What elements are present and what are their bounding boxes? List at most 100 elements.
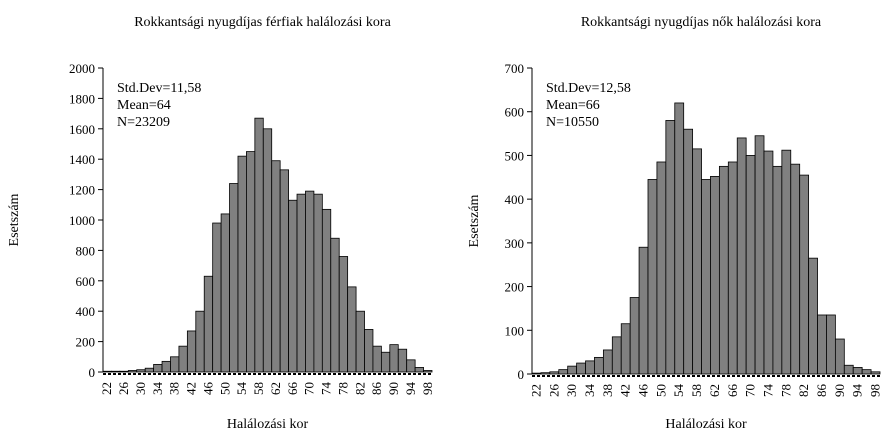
x-tick-label: 62 (707, 384, 722, 397)
bar (220, 213, 230, 373)
annotation: Mean=66 (546, 98, 600, 113)
bar (102, 370, 112, 373)
bar (279, 169, 289, 373)
x-tick-label: 70 (743, 384, 758, 397)
bar (262, 128, 273, 373)
bar (808, 257, 818, 375)
y-tick-label: 500 (505, 148, 525, 163)
bar (843, 364, 854, 375)
bar (237, 155, 247, 373)
y-tick-label: 400 (505, 192, 525, 207)
bar (540, 372, 551, 375)
annotation: Mean=64 (117, 98, 171, 113)
x-tick-label: 78 (778, 384, 793, 397)
bar (161, 360, 171, 373)
x-tick-label: 22 (528, 384, 543, 397)
bar (153, 363, 163, 373)
bar (380, 351, 391, 373)
bar (119, 370, 129, 373)
bar (305, 190, 315, 373)
x-tick-label: 74 (319, 382, 334, 396)
x-tick-label: 26 (116, 382, 131, 396)
x-tick-label: 42 (184, 382, 199, 395)
bar (852, 367, 863, 375)
bar (870, 371, 881, 375)
bar (736, 137, 747, 375)
x-tick-label: 54 (671, 384, 686, 398)
x-tick-label: 30 (564, 384, 579, 397)
x-tick-label: 94 (403, 382, 418, 396)
x-tick-label: 90 (832, 384, 847, 397)
y-tick-label: 600 (505, 105, 525, 120)
bar (347, 286, 357, 373)
x-tick-label: 70 (302, 382, 317, 395)
bar (781, 149, 792, 375)
bar (397, 348, 408, 373)
x-tick-label: 66 (725, 384, 740, 398)
bar (423, 370, 433, 373)
x-tick-label: 34 (582, 384, 597, 398)
bar (330, 237, 340, 373)
y-axis-label: Esetszám (467, 194, 482, 247)
bar (246, 151, 256, 373)
bar (665, 120, 676, 375)
bar (531, 372, 542, 375)
bar (710, 176, 720, 375)
x-tick-label: 86 (814, 384, 829, 398)
x-tick-label: 50 (653, 384, 668, 397)
x-tick-label: 58 (251, 382, 266, 395)
annotation: N=23209 (117, 115, 170, 130)
bar (414, 367, 424, 373)
x-tick-label: 98 (420, 382, 435, 395)
y-tick-label: 1800 (69, 91, 95, 106)
bar (647, 179, 658, 375)
bar (834, 338, 845, 375)
x-tick-label: 46 (636, 384, 651, 398)
bar (817, 314, 827, 375)
bar (186, 330, 197, 373)
y-tick-label: 700 (505, 61, 525, 76)
bar (321, 208, 332, 373)
bar (178, 345, 188, 373)
y-tick-label: 1000 (69, 213, 95, 228)
bar (620, 323, 631, 375)
bar (389, 344, 399, 373)
bar (763, 150, 774, 375)
bar (826, 314, 836, 375)
bar (127, 370, 138, 373)
bar (558, 369, 569, 375)
bar (861, 369, 872, 375)
x-tick-label: 30 (133, 382, 148, 395)
y-tick-label: 200 (505, 280, 525, 295)
y-tick-label: 2000 (69, 61, 95, 76)
y-tick-label: 200 (76, 335, 96, 350)
bar (406, 359, 416, 373)
chart-title: Rokkantsági nyugdíjas férfiak halálozási… (134, 15, 391, 30)
y-tick-label: 0 (518, 367, 525, 382)
y-axis-label: Esetszám (7, 193, 22, 246)
y-tick-label: 1200 (69, 183, 95, 198)
x-tick-label: 46 (200, 382, 215, 396)
bar (790, 163, 801, 375)
bar (313, 193, 323, 373)
y-tick-label: 1400 (69, 152, 95, 167)
y-tick-label: 600 (76, 274, 96, 289)
bar (772, 165, 783, 375)
bar (576, 362, 586, 375)
x-tick-label: 42 (618, 384, 633, 397)
x-tick-label: 94 (850, 384, 865, 398)
bar (692, 148, 702, 375)
x-tick-label: 50 (217, 382, 232, 395)
bar (594, 356, 604, 375)
bar (754, 135, 765, 375)
y-tick-label: 300 (505, 236, 525, 251)
bar (338, 256, 349, 373)
bar (745, 155, 756, 375)
bar (549, 371, 560, 375)
bar (170, 356, 180, 373)
bar (611, 336, 622, 375)
bar (567, 365, 578, 375)
x-axis-label: Halálozási kor (227, 417, 309, 432)
bar (203, 275, 214, 373)
